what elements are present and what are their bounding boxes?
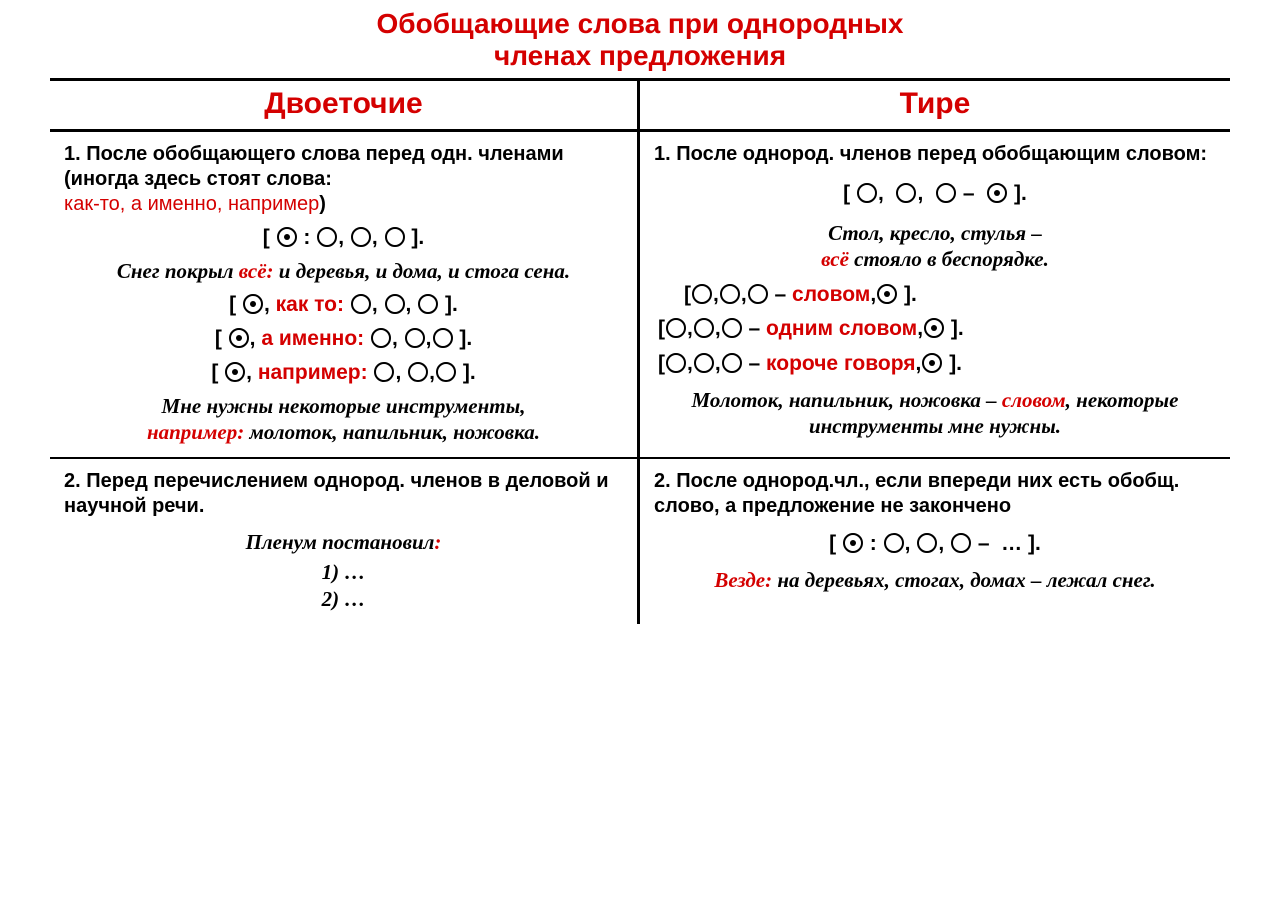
cell-right-1: 1. После однород. членов перед обобщающи… bbox=[640, 132, 1230, 457]
rule-text: 1. После однород. членов перед обобщающи… bbox=[654, 142, 1216, 167]
example: Везде: на деревьях, стогах, домах – лежа… bbox=[654, 567, 1216, 593]
scheme-odnim: [,, – одним словом, ]. bbox=[654, 316, 1216, 342]
header-right: Тире bbox=[640, 81, 1230, 132]
page-title: Обобщающие слова при однородных членах п… bbox=[50, 8, 1230, 72]
scheme: [ : , , – … ]. bbox=[654, 531, 1216, 557]
scheme: [ : , , ]. bbox=[64, 225, 623, 251]
rule-text: 1. После обобщающего слова перед одн. чл… bbox=[64, 142, 623, 217]
scheme-a-imenno: [ , а именно: , , ]. bbox=[64, 326, 623, 352]
cell-left-2: 2. Перед перечислением однород. членов в… bbox=[50, 457, 640, 624]
scheme-kak-to: [ , как то: , , ]. bbox=[64, 292, 623, 318]
example-2: Молоток, напильник, ножовка – словом, не… bbox=[654, 387, 1216, 440]
scheme-naprimer: [ , например: , , ]. bbox=[64, 360, 623, 386]
rule-text: 2. Перед перечислением однород. членов в… bbox=[64, 469, 623, 519]
enumeration: 1) … 2) … bbox=[64, 559, 623, 612]
content-grid: Двоеточие Тире 1. После обобщающего слов… bbox=[50, 78, 1230, 624]
example: Стол, кресло, стулья – всё стояло в бесп… bbox=[654, 220, 1216, 273]
cell-right-2: 2. После однород.чл., если впереди них е… bbox=[640, 457, 1230, 624]
cell-left-1: 1. После обобщающего слова перед одн. чл… bbox=[50, 132, 640, 457]
scheme-koroche: [,, – короче говоря, ]. bbox=[654, 351, 1216, 377]
example: Пленум постановил: bbox=[64, 529, 623, 555]
scheme-slovom: [,, – словом, ]. bbox=[654, 282, 1216, 308]
header-left: Двоеточие bbox=[50, 81, 640, 132]
rule-text: 2. После однород.чл., если впереди них е… bbox=[654, 469, 1216, 519]
scheme: [ , , – ]. bbox=[654, 181, 1216, 207]
example-2: Мне нужны некоторые инструменты, наприме… bbox=[64, 393, 623, 446]
example: Снег покрыл всё: и деревья, и дома, и ст… bbox=[64, 258, 623, 284]
